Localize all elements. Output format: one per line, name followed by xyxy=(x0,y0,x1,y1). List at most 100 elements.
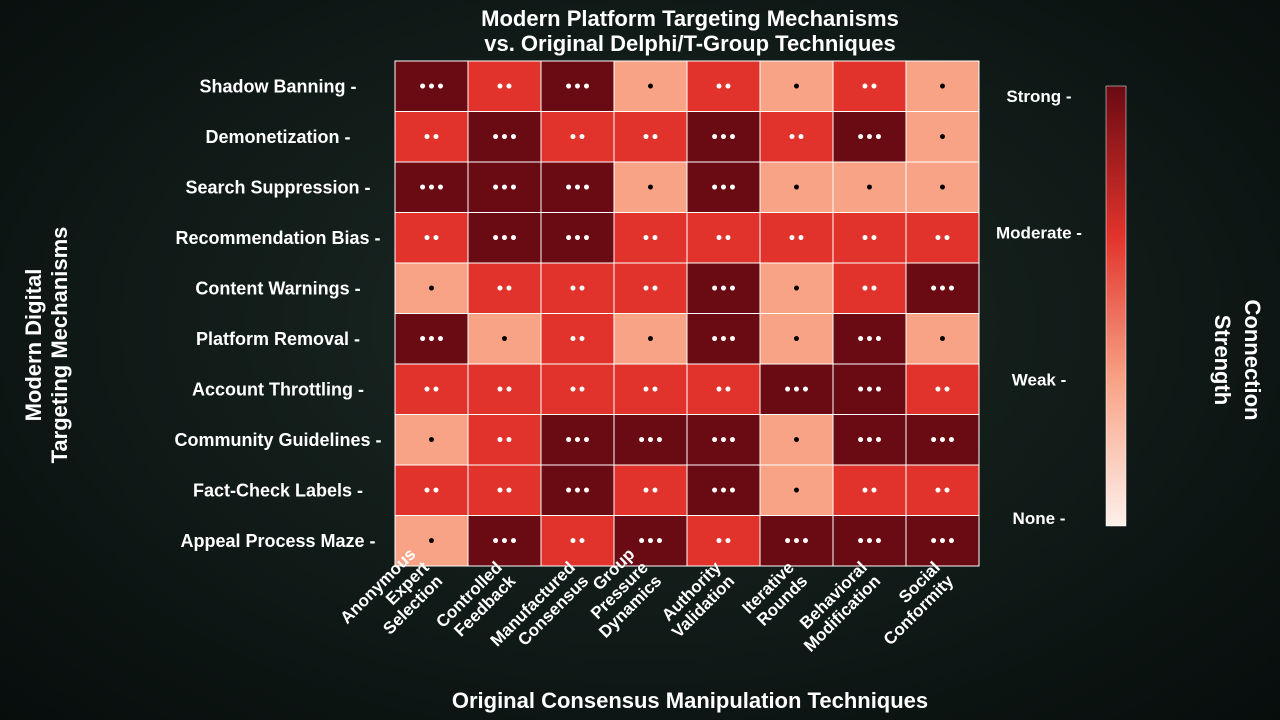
heatmap-cell xyxy=(613,262,688,314)
cell-value-label: • xyxy=(865,180,874,196)
cell-value-label: ••• xyxy=(637,433,664,449)
cell-value-label: •• xyxy=(496,281,514,297)
heatmap-cell xyxy=(394,111,469,163)
cell-value-label: •• xyxy=(715,382,733,398)
cell-value-label: ••• xyxy=(564,483,591,499)
cell-value-label: ••• xyxy=(856,382,883,398)
cell-value-label: ••• xyxy=(491,231,518,247)
cell-value-label: •• xyxy=(569,332,587,348)
cell-value-label: ••• xyxy=(856,534,883,550)
heatmap-cell xyxy=(686,313,761,365)
heatmap-cell xyxy=(394,515,469,567)
cell-value-label: •• xyxy=(642,382,660,398)
cell-value-label: •• xyxy=(861,483,879,499)
cell-value-label: ••• xyxy=(783,534,810,550)
cell-value-label: • xyxy=(646,332,655,348)
heatmap-cell xyxy=(905,363,980,415)
row-label: Appeal Process Maze - xyxy=(180,531,375,551)
cell-value-label: • xyxy=(427,281,436,297)
colorbar-tick-label: Weak - xyxy=(1012,370,1067,389)
colorbar xyxy=(1105,85,1127,527)
heatmap-cell xyxy=(540,212,615,264)
cell-value-label: ••• xyxy=(710,130,737,146)
cell-value-label: ••• xyxy=(929,433,956,449)
heatmap-cell xyxy=(613,111,688,163)
heatmap-cell xyxy=(905,212,980,264)
heatmap-cell xyxy=(467,161,542,213)
heatmap-cell xyxy=(613,464,688,516)
row-label: Community Guidelines - xyxy=(174,430,381,450)
heatmap-cell xyxy=(394,464,469,516)
cell-value-label: • xyxy=(792,281,801,297)
heatmap-cell xyxy=(759,464,834,516)
row-label: Recommendation Bias - xyxy=(175,228,380,248)
cell-value-label: • xyxy=(938,332,947,348)
cell-value-label: • xyxy=(938,79,947,95)
heatmap-cell xyxy=(540,60,615,112)
cell-value-label: •• xyxy=(496,79,514,95)
heatmap-cell xyxy=(686,464,761,516)
heatmap-cell xyxy=(467,60,542,112)
heatmap-cell xyxy=(686,414,761,466)
cell-value-label: ••• xyxy=(491,130,518,146)
colorbar-tick-label: None - xyxy=(1013,509,1066,528)
cell-value-label: •• xyxy=(569,534,587,550)
heatmap-cell xyxy=(613,515,688,567)
cell-value-label: •• xyxy=(423,382,441,398)
heatmap-cell xyxy=(905,60,980,112)
chart-title-line-1: Modern Platform Targeting Mechanisms xyxy=(481,6,899,31)
cell-value-label: •• xyxy=(496,433,514,449)
heatmap-cell xyxy=(394,60,469,112)
heatmap-cell xyxy=(905,111,980,163)
cell-value-label: ••• xyxy=(564,79,591,95)
heatmap-cells: ••• •• ••• • •• • •• ••• ••• •• •• ••• •• ••• •••• ••• •… xyxy=(394,60,980,567)
row-label: Shadow Banning - xyxy=(200,76,357,96)
cell-value-label: ••• xyxy=(710,332,737,348)
cell-value-label: • xyxy=(646,180,655,196)
heatmap-cell xyxy=(540,262,615,314)
cell-value-label: • xyxy=(500,332,509,348)
cell-value-label: ••• xyxy=(418,79,445,95)
heatmap-cell xyxy=(467,212,542,264)
heatmap-cell xyxy=(905,414,980,466)
cell-value-label: •• xyxy=(715,231,733,247)
heatmap-cell xyxy=(905,262,980,314)
cell-value-label: •• xyxy=(788,130,806,146)
cell-value-label: •• xyxy=(423,483,441,499)
cell-value-label: ••• xyxy=(929,281,956,297)
heatmap-cell xyxy=(540,111,615,163)
cell-value-label: •• xyxy=(496,483,514,499)
cell-value-label: •• xyxy=(642,231,660,247)
colorbar-ticks: Strong - Moderate - Weak - None - xyxy=(996,87,1082,528)
heatmap-cell xyxy=(394,262,469,314)
heatmap-cell xyxy=(394,414,469,466)
cell-value-label: • xyxy=(792,332,801,348)
cell-value-label: • xyxy=(427,433,436,449)
cell-value-label: •• xyxy=(861,79,879,95)
heatmap-cell xyxy=(467,414,542,466)
cell-value-label: •• xyxy=(715,534,733,550)
cell-value-label: • xyxy=(938,130,947,146)
heatmap-cell xyxy=(905,161,980,213)
cell-value-label: •• xyxy=(934,382,952,398)
colorbar-tick-label: Strong - xyxy=(1006,87,1071,106)
cell-value-label: •• xyxy=(934,231,952,247)
heatmap-cell xyxy=(832,60,907,112)
heatmap-cell xyxy=(905,313,980,365)
cell-value-label: ••• xyxy=(856,332,883,348)
heatmap-cell xyxy=(613,414,688,466)
cell-value-label: • xyxy=(792,79,801,95)
heatmap-cell xyxy=(759,313,834,365)
row-label: Fact-Check Labels - xyxy=(193,480,363,500)
heatmap-cell xyxy=(905,515,980,567)
heatmap-cell xyxy=(394,313,469,365)
cell-value-label: •• xyxy=(423,231,441,247)
cell-value-label: •• xyxy=(496,382,514,398)
heatmap-cell xyxy=(613,161,688,213)
colorbar-tick-label: Moderate - xyxy=(996,224,1082,243)
cell-value-label: ••• xyxy=(929,534,956,550)
